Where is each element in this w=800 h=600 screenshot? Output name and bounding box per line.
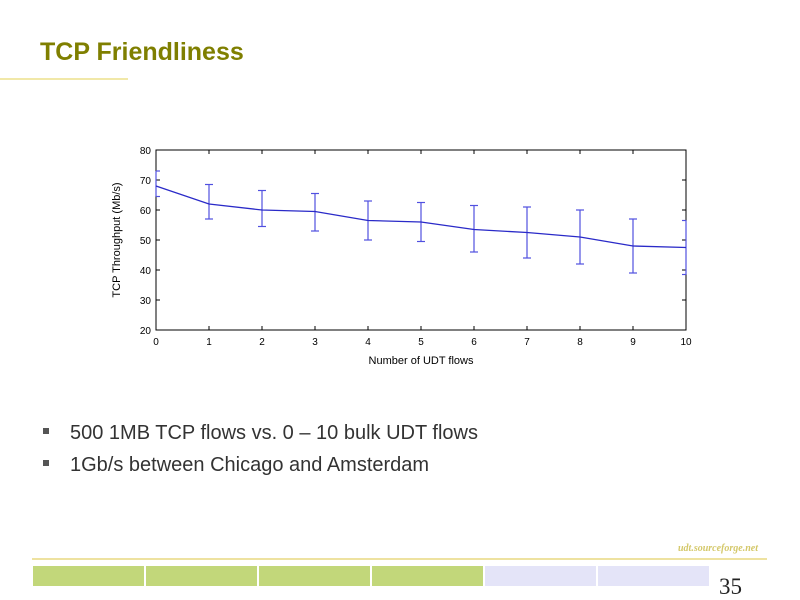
- bullet-list: 500 1MB TCP flows vs. 0 – 10 bulk UDT fl…: [40, 420, 478, 484]
- y-tick-label: 20: [140, 326, 152, 337]
- footer-site-link: udt.sourceforge.net: [678, 543, 758, 554]
- x-tick-label: 8: [577, 337, 583, 348]
- bullet-item: 500 1MB TCP flows vs. 0 – 10 bulk UDT fl…: [40, 420, 478, 452]
- y-tick-label: 60: [140, 206, 152, 217]
- x-tick-label: 0: [153, 337, 159, 348]
- y-tick-label: 50: [140, 236, 152, 247]
- bullet-square-icon: [43, 460, 49, 466]
- title-underline: [0, 78, 128, 80]
- footer-rule: [32, 558, 767, 560]
- footer-segment: [485, 566, 596, 586]
- slide-title: TCP Friendliness: [40, 38, 244, 66]
- x-tick-label: 9: [630, 337, 636, 348]
- x-tick-label: 2: [259, 337, 265, 348]
- footer-segment: [372, 566, 483, 586]
- page-number: 35: [719, 574, 742, 599]
- x-tick-label: 5: [418, 337, 424, 348]
- bullet-text: 1Gb/s between Chicago and Amsterdam: [70, 454, 430, 476]
- y-tick-label: 40: [140, 266, 152, 277]
- x-tick-label: 4: [365, 337, 371, 348]
- footer-segment: [33, 566, 144, 586]
- y-tick-label: 80: [140, 146, 152, 157]
- throughput-chart: 0 1 2 3 4 5 6 7 8 9 10 20 30 40 50 60 70 80 Number of UDT …: [111, 146, 692, 367]
- x-tick-label: 3: [312, 337, 318, 348]
- x-tick-label: 10: [680, 337, 692, 348]
- footer-segment: [146, 566, 257, 586]
- y-tick-label: 70: [140, 176, 152, 187]
- x-tick-label: 1: [206, 337, 212, 348]
- footer-segment: [259, 566, 370, 586]
- x-tick-label: 6: [471, 337, 477, 348]
- series-line: [155, 185, 687, 249]
- footer-segment: [598, 566, 709, 586]
- bullet-item: 1Gb/s between Chicago and Amsterdam: [40, 452, 478, 484]
- y-tick-label: 30: [140, 296, 152, 307]
- x-tick-label: 7: [524, 337, 530, 348]
- x-axis-label: Number of UDT flows: [369, 355, 474, 367]
- bullet-square-icon: [43, 428, 49, 434]
- bullet-text: 500 1MB TCP flows vs. 0 – 10 bulk UDT fl…: [70, 422, 478, 444]
- y-axis-label: TCP Throughput (Mb/s): [111, 182, 123, 297]
- footer-color-bar: [33, 566, 711, 586]
